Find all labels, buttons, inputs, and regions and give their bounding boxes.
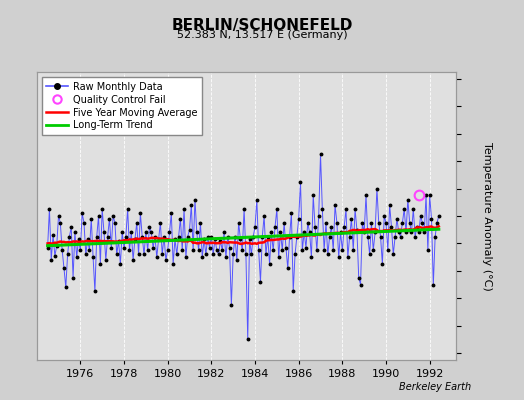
Text: 52.383 N, 13.517 E (Germany): 52.383 N, 13.517 E (Germany) [177,30,347,40]
Text: Berkeley Earth: Berkeley Earth [399,382,472,392]
Text: BERLIN/SCHONEFELD: BERLIN/SCHONEFELD [171,18,353,33]
Legend: Raw Monthly Data, Quality Control Fail, Five Year Moving Average, Long-Term Tren: Raw Monthly Data, Quality Control Fail, … [41,77,202,135]
Y-axis label: Temperature Anomaly (°C): Temperature Anomaly (°C) [482,142,492,290]
